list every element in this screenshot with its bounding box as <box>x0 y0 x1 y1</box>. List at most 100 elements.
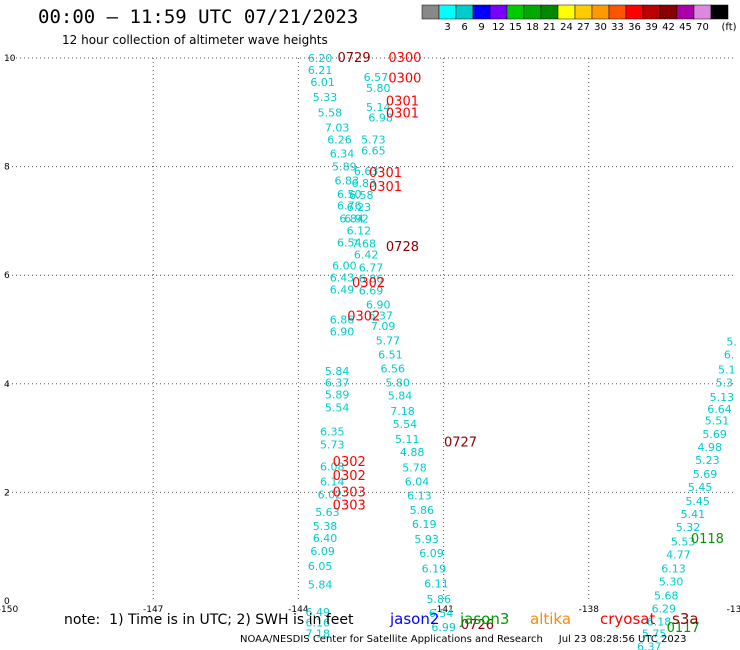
swh-value: 6.49 <box>306 606 331 619</box>
x-tick-label: -138 <box>579 605 600 615</box>
color-swatch <box>523 4 542 20</box>
color-label: 42 <box>662 22 675 33</box>
swh-value: 5.86 <box>410 504 435 517</box>
swh-value: 6.83 <box>351 177 376 190</box>
swh-value: 6.54 <box>337 237 362 250</box>
swh-value: 5.33 <box>313 91 338 104</box>
swh-value: 5.84 <box>308 579 333 592</box>
swh-value: 6.56 <box>381 363 406 376</box>
swh-value: 5.53 <box>671 535 696 548</box>
color-label: 45 <box>679 22 692 33</box>
swh-value: 6.14 <box>320 476 345 489</box>
swh-value: 6.00 <box>332 259 357 272</box>
swh-value: 6.76 <box>337 200 362 213</box>
page-subtitle: 12 hour collection of altimeter wave hei… <box>62 33 328 47</box>
swh-value: 6.29 <box>652 603 677 616</box>
color-label: 18 <box>526 22 539 33</box>
swh-value: 5.73 <box>320 439 345 452</box>
swh-value: 5.51 <box>705 415 730 428</box>
swh-value: 6.19 <box>422 562 447 575</box>
swh-value: 6.57 <box>364 71 389 84</box>
swh-value: 6.86 <box>359 272 384 285</box>
color-swatch <box>540 4 559 20</box>
swh-value: 6.26 <box>327 133 352 146</box>
swh-value: 6.90 <box>330 326 355 339</box>
swh-value: 6.43 <box>330 271 355 284</box>
swh-value: 6.21 <box>308 64 333 77</box>
swh-value: 6.86 <box>330 314 355 327</box>
footer-note: note: 1) Time is in UTC; 2) SWH is in fe… <box>64 612 354 628</box>
color-swatch <box>693 4 712 20</box>
swh-value: 6.49 <box>330 283 355 296</box>
swh-value: 5.63 <box>315 506 340 519</box>
page-title: 00:00 — 11:59 UTC 07/21/2023 <box>38 6 359 28</box>
swh-value: 5.89 <box>325 389 350 402</box>
time-label: 0302 <box>352 276 385 291</box>
swh-value: 5.69 <box>702 428 727 441</box>
swh-value: 5.68 <box>654 590 679 603</box>
time-label: 0301 <box>369 180 402 195</box>
color-legend: 3 6 9 12 15 18 21 24 27 30 33 36 39 42 45 70 (ft) <box>421 4 737 33</box>
legend-s3a: s3a <box>672 610 699 628</box>
swh-value: 5.45 <box>688 481 713 494</box>
x-tick-label: -147 <box>143 605 163 615</box>
swh-value: 6.83 <box>335 175 360 188</box>
swh-value: 6.58 <box>349 189 374 202</box>
swh-value: 6.92 <box>344 213 369 226</box>
color-swatch <box>489 4 508 20</box>
swh-value: 6.16 <box>306 617 331 630</box>
swh-value: 6.11 <box>424 578 449 591</box>
footer-credit: NOAA/NESDIS Center for Satellite Applica… <box>240 634 687 645</box>
swh-value: 6.35 <box>320 426 345 439</box>
swh-value: 5.84 <box>325 365 350 378</box>
swh-value: 6.19 <box>412 518 437 531</box>
time-label: 0726 <box>461 618 494 633</box>
swh-value: 6.01 <box>310 76 335 89</box>
swh-value: 5.73 <box>361 133 386 146</box>
swh-value: 5.3 <box>716 377 734 390</box>
color-swatch <box>710 4 729 20</box>
color-label: 6 <box>461 22 467 33</box>
swh-value: 5.78 <box>402 461 427 474</box>
swh-value: 7.18 <box>306 628 331 641</box>
time-labels: 0729 030003000301030103010301072803020302… <box>333 51 724 636</box>
swh-value: 5.93 <box>414 533 439 546</box>
color-swatch <box>455 4 474 20</box>
swh-value: 5.77 <box>376 334 401 347</box>
swh-value: 5.41 <box>681 508 706 521</box>
swh-value: 6.13 <box>661 562 686 575</box>
color-label: 24 <box>560 22 573 33</box>
grid <box>8 57 734 601</box>
swh-value: 6.04 <box>405 476 430 489</box>
swh-value: 6.65 <box>361 144 386 157</box>
swh-value: 5.30 <box>659 575 684 588</box>
time-label: 0302 <box>333 469 366 484</box>
swh-value: 5.84 <box>388 390 413 403</box>
time-label: 0727 <box>444 435 477 450</box>
swh-value: 5.54 <box>325 402 350 415</box>
y-tick-label: 2 <box>4 488 10 498</box>
time-label: 0302 <box>347 309 380 324</box>
swh-value: 6.13 <box>407 490 432 503</box>
color-label: 15 <box>509 22 522 33</box>
time-label: 0729 <box>338 51 371 66</box>
swh-value: 5.86 <box>427 593 452 606</box>
swh-value: 5.45 <box>685 495 710 508</box>
color-swatch <box>676 4 695 20</box>
color-swatch <box>591 4 610 20</box>
color-label: 27 <box>577 22 590 33</box>
color-swatch <box>659 4 678 20</box>
x-tick-label: -150 <box>0 605 18 615</box>
color-unit: (ft) <box>722 22 737 33</box>
swh-value: 6.64 <box>707 403 732 416</box>
color-swatch <box>438 4 457 20</box>
color-swatch <box>472 4 491 20</box>
color-label: 33 <box>611 22 624 33</box>
swh-value: 6.90 <box>366 299 391 312</box>
axis-ticks: 0 2 4 6 8 10 -150 -147 -144 -141 -138 -13 <box>0 54 740 615</box>
y-tick-label: 10 <box>4 54 16 64</box>
swh-value: 5. <box>726 335 737 348</box>
swh-value: 5.13 <box>710 391 735 404</box>
swh-value: 6.40 <box>313 532 338 545</box>
